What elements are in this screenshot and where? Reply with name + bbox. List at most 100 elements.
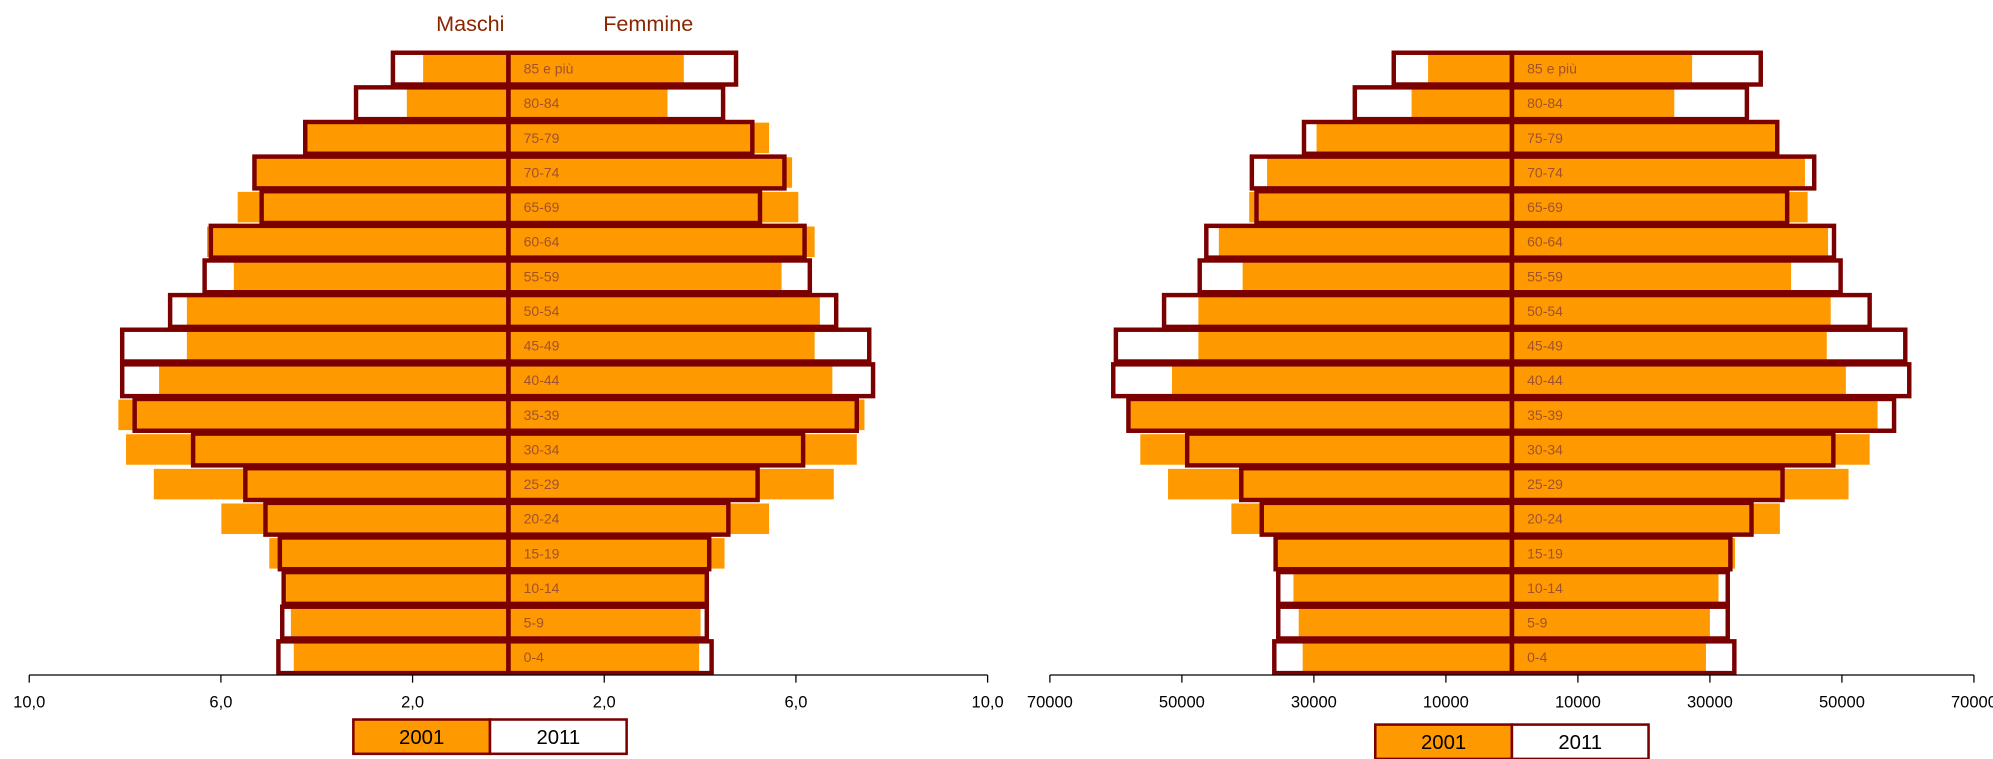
bar-male bbox=[1140, 434, 1512, 465]
legend-swatch bbox=[1510, 723, 1650, 759]
bar-female bbox=[1511, 295, 1831, 327]
age-label: 35-39 bbox=[524, 407, 560, 423]
bar-male bbox=[1249, 191, 1512, 223]
age-label: 45-49 bbox=[1527, 338, 1563, 354]
x-tick-label: 6,0 bbox=[784, 692, 807, 711]
age-label: 25-29 bbox=[524, 476, 560, 492]
x-tick-label: 30000 bbox=[1687, 692, 1733, 711]
legend-label: 2011 bbox=[1558, 732, 1602, 754]
x-tick-label: 2,0 bbox=[593, 692, 616, 711]
age-label: 70-74 bbox=[1527, 164, 1563, 180]
age-label: 40-44 bbox=[1527, 372, 1563, 388]
age-label: 55-59 bbox=[1527, 268, 1563, 284]
bar-male bbox=[153, 468, 509, 500]
bar-female bbox=[508, 191, 799, 223]
legend-label: 2001 bbox=[1421, 732, 1466, 754]
bar-male bbox=[1411, 87, 1512, 119]
bar-female bbox=[508, 434, 857, 465]
bar-male bbox=[1276, 538, 1512, 569]
bar-female bbox=[508, 157, 793, 188]
age-label: 60-64 bbox=[1527, 234, 1563, 250]
bar-male bbox=[1316, 122, 1512, 154]
legend-swatch bbox=[488, 718, 628, 756]
age-label: 65-69 bbox=[524, 199, 560, 215]
age-label: 5-9 bbox=[524, 615, 544, 631]
bar-female bbox=[508, 261, 782, 292]
age-label: 20-24 bbox=[524, 511, 560, 527]
bar-male bbox=[1298, 607, 1512, 638]
x-tick-label: 6,0 bbox=[209, 692, 232, 711]
bar-male bbox=[1171, 364, 1512, 396]
bar-female bbox=[1511, 226, 1829, 257]
age-label: 60-64 bbox=[524, 234, 560, 250]
bar-male bbox=[1168, 468, 1512, 500]
x-tick-label: 10000 bbox=[1423, 692, 1469, 711]
bar-male bbox=[1198, 295, 1512, 327]
age-label: 85 e più bbox=[1527, 61, 1577, 77]
bar-male bbox=[254, 157, 509, 188]
age-label: 30-34 bbox=[1527, 441, 1563, 457]
bar-female bbox=[1511, 538, 1736, 569]
bar-male bbox=[221, 503, 509, 534]
bar-male bbox=[269, 538, 509, 569]
age-label: 15-19 bbox=[524, 545, 560, 561]
x-tick-label: 50000 bbox=[1819, 692, 1865, 711]
x-tick-label: 10,0 bbox=[972, 692, 1004, 711]
bar-male bbox=[118, 399, 509, 431]
age-label: 5-9 bbox=[1527, 615, 1547, 631]
bar-male bbox=[1293, 572, 1512, 604]
age-label: 50-54 bbox=[524, 303, 560, 319]
bar-female bbox=[1511, 87, 1675, 119]
age-label: 40-44 bbox=[524, 372, 560, 388]
x-tick-label: 30000 bbox=[1291, 692, 1337, 711]
x-tick-label: 70000 bbox=[1027, 692, 1073, 711]
x-tick-label: 50000 bbox=[1159, 692, 1205, 711]
bar-female bbox=[1511, 399, 1878, 431]
age-label: 15-19 bbox=[1527, 545, 1563, 561]
x-tick-label: 70000 bbox=[1951, 692, 1993, 711]
bar-female bbox=[508, 330, 815, 361]
bar-female bbox=[1511, 503, 1780, 534]
x-tick-label: 10000 bbox=[1555, 692, 1601, 711]
bar-female bbox=[508, 364, 833, 396]
bar-female bbox=[1511, 434, 1870, 465]
bar-female bbox=[1511, 468, 1849, 500]
age-label: 20-24 bbox=[1527, 511, 1563, 527]
bar-male bbox=[186, 330, 509, 361]
bar-male bbox=[126, 434, 509, 465]
bar-female bbox=[1511, 607, 1710, 638]
legend-label: 2001 bbox=[399, 727, 444, 749]
x-tick-label: 2,0 bbox=[401, 692, 424, 711]
age-label: 50-54 bbox=[1527, 303, 1563, 319]
age-label: 75-79 bbox=[1527, 130, 1563, 146]
bar-female bbox=[508, 87, 668, 119]
age-label: 85 e più bbox=[524, 61, 574, 77]
bar-female bbox=[1511, 330, 1827, 361]
bar-male bbox=[1267, 157, 1512, 188]
bar-female bbox=[1511, 122, 1778, 154]
bar-female bbox=[1511, 572, 1719, 604]
bar-female bbox=[508, 538, 725, 569]
right-label: Femmine bbox=[603, 11, 693, 36]
bar-female bbox=[1511, 641, 1706, 673]
bar-female bbox=[508, 641, 700, 673]
bar-female bbox=[508, 468, 834, 500]
bar-male bbox=[1302, 641, 1512, 673]
bar-female bbox=[1511, 261, 1792, 292]
bar-male bbox=[233, 261, 509, 292]
age-label: 35-39 bbox=[1527, 407, 1563, 423]
bar-female bbox=[1511, 191, 1808, 223]
bar-female bbox=[1511, 157, 1805, 188]
bar-female bbox=[508, 399, 865, 431]
bar-male bbox=[1218, 226, 1512, 257]
bar-male bbox=[186, 295, 509, 327]
age-label: 75-79 bbox=[524, 130, 560, 146]
bar-male bbox=[306, 122, 509, 154]
age-label: 10-14 bbox=[524, 580, 560, 596]
age-label: 30-34 bbox=[524, 441, 560, 457]
bar-male bbox=[159, 364, 509, 396]
age-label: 0-4 bbox=[1527, 649, 1547, 665]
bar-male bbox=[406, 87, 509, 119]
age-label: 55-59 bbox=[524, 268, 560, 284]
